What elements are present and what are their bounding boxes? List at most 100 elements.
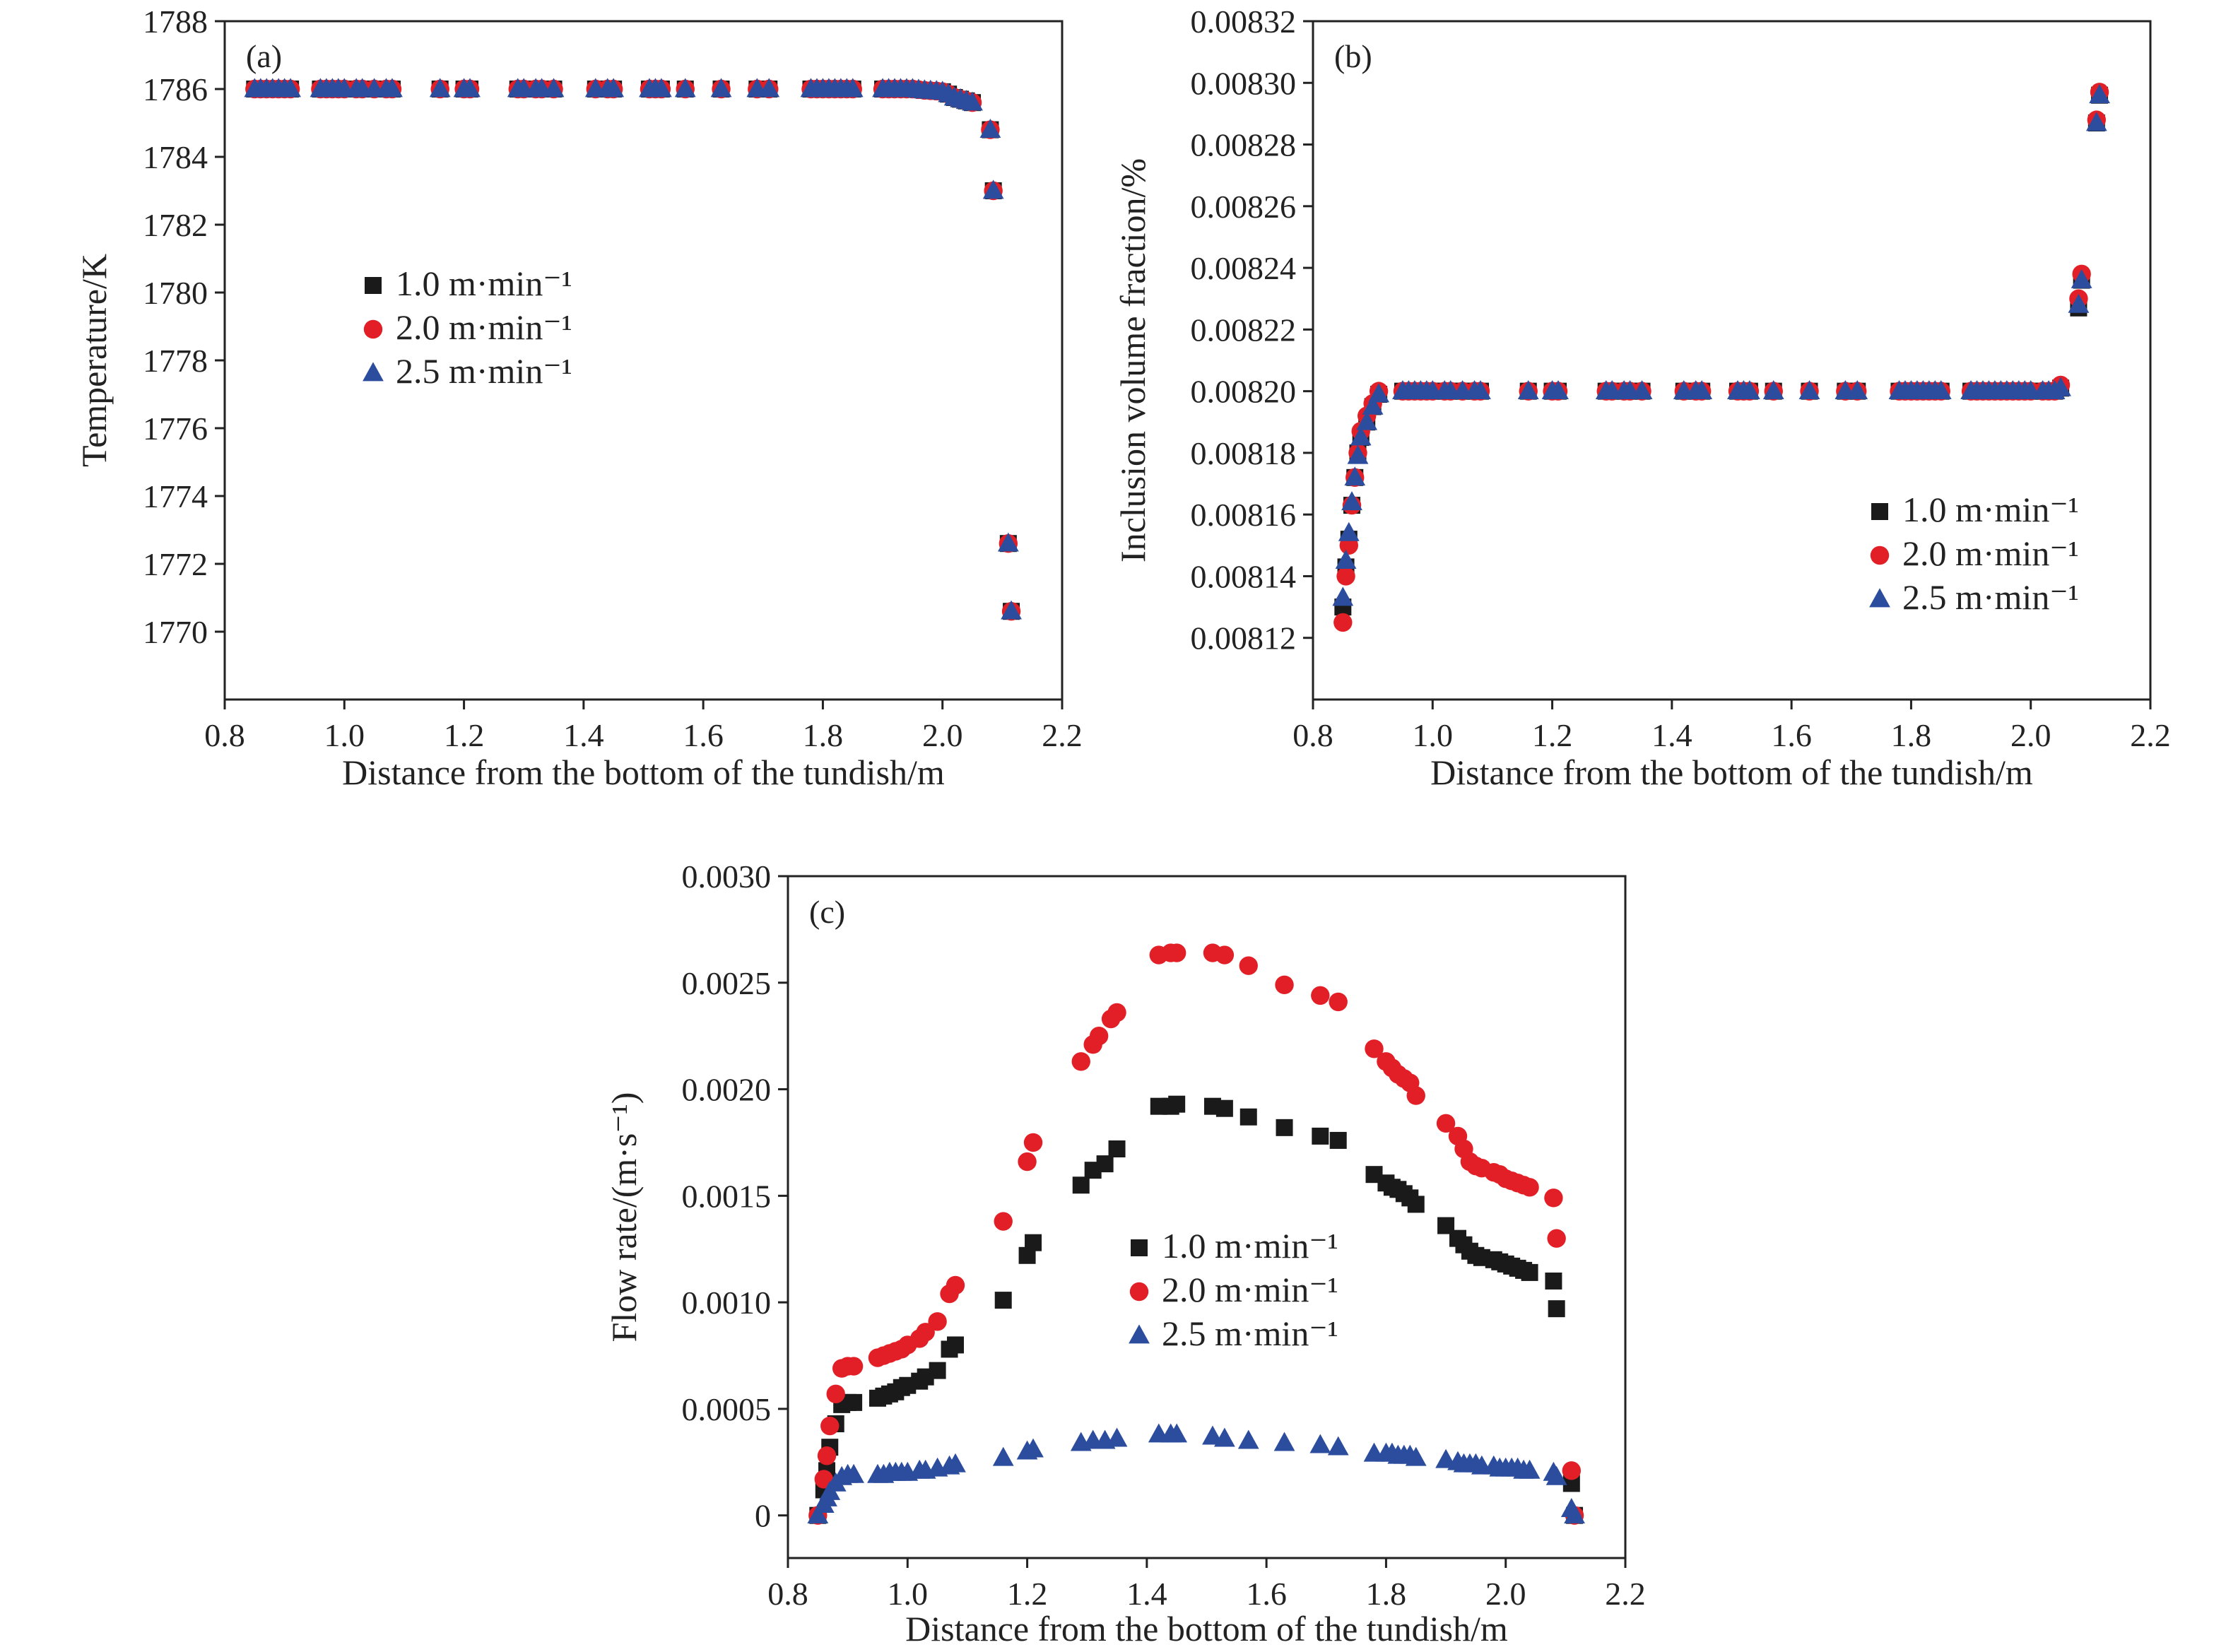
y-axis-label: Inclusion volume fraction/%: [1113, 158, 1153, 562]
legend: 1.0 m·min⁻¹ 2.0 m·min⁻¹ 2.5 m·min⁻¹: [1129, 1226, 1338, 1353]
data-point: [1548, 380, 1569, 399]
data-point: [1544, 1188, 1563, 1208]
y-tick-label: 1782: [143, 207, 208, 243]
data-point: [429, 78, 451, 98]
legend-label: 2.0 m·min⁻¹: [1162, 1270, 1338, 1309]
plot-frame: [1312, 20, 2152, 701]
data-point: [1329, 1131, 1347, 1149]
data-point: [1309, 1434, 1331, 1453]
data-point: [1275, 975, 1294, 994]
y-tick-label: 0.00832: [1191, 4, 1297, 40]
y-tick-label: 0.0025: [682, 965, 772, 1001]
series-2-5: [807, 1423, 1585, 1524]
data-point: [1335, 550, 1357, 569]
x-tick-label: 2.2: [2130, 717, 2171, 753]
data-point: [651, 78, 672, 98]
x-tick-label: 1.6: [1246, 1576, 1287, 1612]
x-tick-label: 1.6: [683, 717, 724, 753]
data-point: [459, 78, 481, 98]
data-point: [2085, 112, 2107, 131]
panel-label: (a): [246, 38, 282, 74]
data-point: [1025, 1234, 1042, 1251]
chart-panel-b: 0.8 1.0 1.2 1.4 1.6 1.8 2.0 2.2 0.00812 0.00814 0.…: [1113, 4, 2171, 792]
data-point: [1332, 586, 1354, 606]
panel-label: (c): [809, 894, 845, 930]
data-point: [1312, 1127, 1329, 1145]
legend-marker: [365, 277, 382, 294]
data-point: [1239, 1108, 1257, 1126]
x-tick-label: 1.0: [1413, 717, 1454, 753]
y-tick-label: 0.0030: [682, 859, 772, 895]
data-point: [1545, 1272, 1562, 1290]
data-point: [1018, 1152, 1037, 1172]
data-point: [1237, 1429, 1259, 1449]
x-axis-label: Distance from the bottom of the tundish/…: [342, 753, 945, 792]
legend-label: 2.0 m·min⁻¹: [1902, 533, 2079, 573]
data-point: [1356, 411, 1378, 430]
data-point: [1548, 1300, 1565, 1318]
y-tick-label: 1770: [143, 614, 208, 650]
data-point: [1311, 986, 1330, 1005]
legend-label: 1.0 m·min⁻¹: [1162, 1226, 1338, 1265]
legend-label: 1.0 m·min⁻¹: [396, 264, 572, 303]
y-tick-label: 0.0010: [682, 1285, 772, 1321]
data-point: [842, 78, 864, 98]
data-point: [945, 1453, 966, 1473]
data-point: [1214, 1427, 1235, 1447]
x-tick-label: 1.2: [1007, 1576, 1048, 1612]
data-point: [1001, 600, 1022, 620]
data-point: [1350, 426, 1372, 446]
legend-marker: [363, 362, 384, 382]
x-tick-label: 1.2: [1532, 717, 1573, 753]
legend-label: 2.5 m·min⁻¹: [396, 351, 572, 391]
data-point: [1564, 1504, 1585, 1524]
data-point: [1520, 1178, 1539, 1197]
data-point: [1437, 1217, 1455, 1234]
data-point: [928, 1312, 947, 1331]
data-point: [1023, 1438, 1044, 1458]
data-point: [1930, 380, 1952, 399]
data-point: [1333, 613, 1353, 632]
data-point: [826, 1384, 845, 1403]
series-2-0: [808, 943, 1584, 1525]
legend-marker: [1871, 503, 1888, 520]
x-axis-label: Distance from the bottom of the tundish/…: [905, 1609, 1508, 1648]
data-point: [1023, 1133, 1043, 1152]
data-point: [1106, 1427, 1128, 1447]
data-point: [1406, 1086, 1425, 1105]
data-point: [1338, 521, 1360, 541]
data-point: [1276, 1119, 1293, 1136]
data-point: [1519, 1459, 1541, 1479]
data-point: [603, 78, 625, 98]
data-point: [1517, 380, 1539, 399]
data-point: [1273, 1432, 1295, 1451]
data-point: [1107, 1003, 1126, 1022]
data-point: [1691, 380, 1713, 399]
panel-label: (b): [1334, 38, 1372, 74]
legend-marker: [1129, 1282, 1149, 1302]
legend-marker: [1129, 1324, 1150, 1344]
legend: 1.0 m·min⁻¹2.0 m·min⁻¹2.5 m·min⁻¹: [363, 264, 572, 391]
chart-panel-c: 0.8 1.0 1.2 1.4 1.6 1.8 2.0 2.2 0 0.0005 0.0010 0.0…: [604, 859, 1646, 1648]
data-point: [1072, 1176, 1090, 1194]
series-2-0: [245, 79, 1021, 621]
y-tick-label: 0.00830: [1191, 65, 1297, 101]
series-1-0: [246, 81, 1020, 620]
data-point: [280, 78, 301, 98]
data-point: [962, 91, 983, 111]
x-tick-label: 2.0: [922, 717, 963, 753]
legend-label: 2.5 m·min⁻¹: [1162, 1314, 1338, 1353]
data-point: [1365, 1039, 1384, 1058]
chart-panel-a: 0.8 1.0 1.2 1.4 1.6 1.8 2.0 2.2 1770 1772 1774 1776…: [74, 4, 1083, 792]
y-axis-label: Temperature/K: [74, 254, 114, 467]
legend-marker: [1870, 545, 1890, 565]
x-tick-label: 1.2: [444, 717, 485, 753]
data-point: [1368, 383, 1389, 403]
data-point: [1631, 380, 1653, 399]
data-point: [1847, 380, 1868, 399]
data-point: [674, 78, 696, 98]
data-point: [1762, 380, 1784, 399]
legend-label: 1.0 m·min⁻¹: [1902, 490, 2079, 529]
data-point: [843, 1463, 864, 1483]
